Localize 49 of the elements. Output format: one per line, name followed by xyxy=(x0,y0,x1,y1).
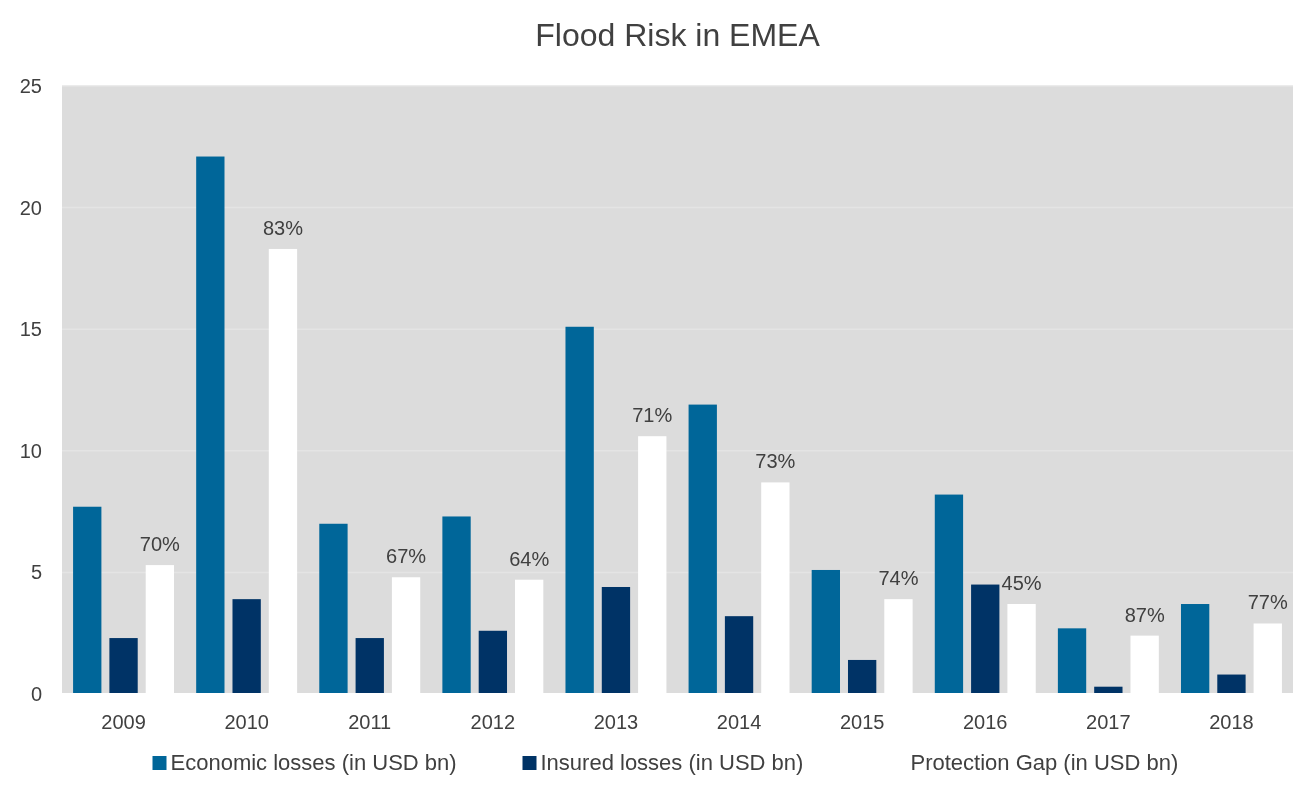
bar xyxy=(847,659,877,694)
bar xyxy=(1057,628,1087,694)
annotation: 70% xyxy=(139,533,181,556)
legend-label: Insured losses (in USD bn) xyxy=(540,750,804,775)
bar xyxy=(478,630,508,694)
chart-title: Flood Risk in EMEA xyxy=(535,17,821,53)
x-tick-label: 2018 xyxy=(1209,711,1254,733)
bar xyxy=(934,494,964,694)
y-tick-label: 10 xyxy=(19,439,42,462)
annotation: 45% xyxy=(1001,572,1042,595)
x-tick-label: 2014 xyxy=(716,711,762,733)
legend-label: Economic losses (in USD bn) xyxy=(170,750,457,775)
x-tick-label: 2013 xyxy=(593,711,639,733)
bar xyxy=(232,599,261,694)
annotation: 77% xyxy=(1247,591,1288,614)
x-tick-label: 2010 xyxy=(224,711,269,733)
x-tick-label: 2015 xyxy=(839,711,885,733)
bar xyxy=(688,404,717,694)
y-tick-label: 5 xyxy=(30,561,42,584)
y-tick-label: 15 xyxy=(19,318,42,341)
y-tick-label: 25 xyxy=(19,75,42,97)
annotation: 64% xyxy=(509,547,550,570)
x-tick-label: 2011 xyxy=(348,711,392,733)
annotation: 73% xyxy=(755,450,796,473)
bar xyxy=(442,516,471,694)
x-tick-label: 2009 xyxy=(101,711,146,733)
x-tick-label: 2017 xyxy=(1086,711,1131,733)
y-tick-label: 20 xyxy=(19,196,42,219)
bar xyxy=(601,586,631,694)
annotation: 83% xyxy=(262,216,304,239)
annotation: 71% xyxy=(632,404,673,427)
annotation: 67% xyxy=(386,545,427,568)
bar xyxy=(811,569,840,694)
bar xyxy=(724,616,754,694)
bar xyxy=(109,638,138,694)
bar xyxy=(73,506,102,694)
bar xyxy=(355,638,384,694)
bar xyxy=(1180,604,1210,694)
bar xyxy=(319,523,348,694)
bar xyxy=(565,326,594,694)
bar xyxy=(971,584,1000,694)
bar xyxy=(1217,674,1246,694)
annotation: 74% xyxy=(878,567,919,590)
annotation: 87% xyxy=(1124,603,1165,626)
text: Protection Gap (in USD bn) xyxy=(910,750,1179,775)
x-tick-label: 2012 xyxy=(470,711,516,733)
bar xyxy=(196,156,225,694)
x-tick-label: 2016 xyxy=(963,711,1008,733)
y-tick-label: 0 xyxy=(30,683,42,705)
